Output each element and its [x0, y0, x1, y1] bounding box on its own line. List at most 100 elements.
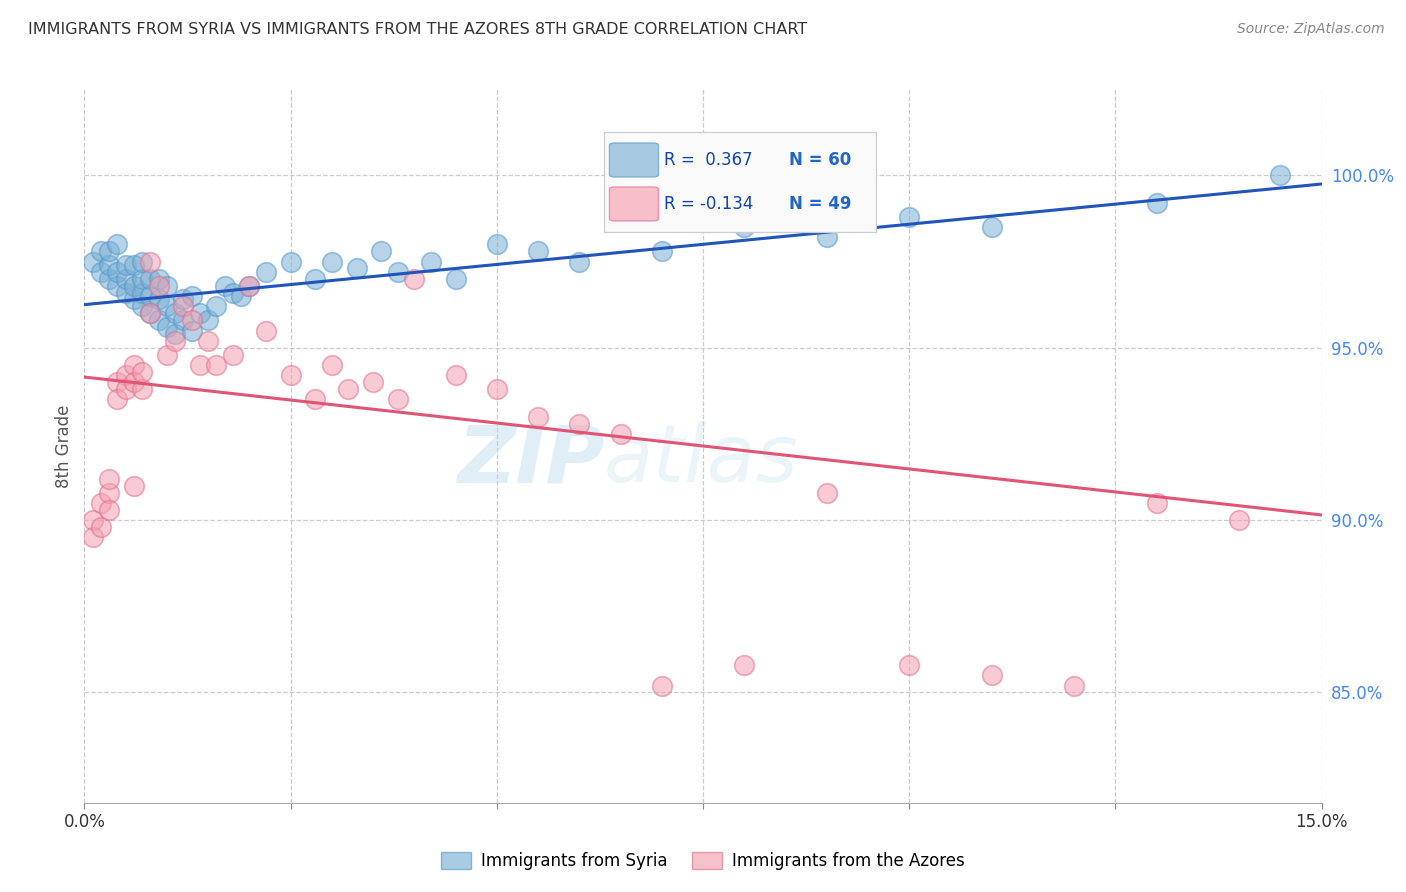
Point [188, 306, 211, 320]
Point [254, 265, 277, 279]
Point [131, 272, 153, 286]
Text: ZIP: ZIP [457, 421, 605, 500]
Text: Source: ZipAtlas.com: Source: ZipAtlas.com [1237, 22, 1385, 37]
Point [321, 254, 343, 268]
Point [82, 254, 104, 268]
Text: IMMIGRANTS FROM SYRIA VS IMMIGRANTS FROM THE AZORES 8TH GRADE CORRELATION CHART: IMMIGRANTS FROM SYRIA VS IMMIGRANTS FROM… [28, 22, 807, 37]
Point [254, 324, 277, 338]
Point [180, 313, 202, 327]
Point [304, 392, 326, 407]
Point [321, 358, 343, 372]
Point [105, 376, 128, 390]
Point [105, 265, 128, 279]
Point [139, 306, 162, 320]
Point [815, 485, 838, 500]
Point [90, 520, 112, 534]
Point [733, 220, 755, 235]
Text: R =  0.367: R = 0.367 [664, 151, 752, 169]
Point [98, 258, 121, 272]
Text: N = 49: N = 49 [789, 195, 852, 213]
Point [172, 313, 194, 327]
Point [387, 265, 409, 279]
Point [82, 530, 104, 544]
Point [180, 324, 202, 338]
Point [346, 261, 368, 276]
Point [1270, 169, 1292, 183]
Point [139, 254, 162, 268]
Point [122, 258, 145, 272]
Point [733, 657, 755, 672]
Point [165, 334, 187, 348]
Point [139, 306, 162, 320]
Point [527, 244, 550, 259]
Point [180, 289, 202, 303]
Text: R = -0.134: R = -0.134 [664, 195, 754, 213]
Point [98, 472, 121, 486]
Point [122, 278, 145, 293]
Point [1227, 513, 1250, 527]
Point [387, 392, 409, 407]
Point [114, 368, 136, 383]
Point [156, 320, 179, 334]
Point [114, 382, 136, 396]
Point [122, 478, 145, 492]
Point [98, 272, 121, 286]
Point [122, 376, 145, 390]
Point [90, 496, 112, 510]
Point [114, 285, 136, 300]
Point [197, 313, 219, 327]
Point [114, 272, 136, 286]
Point [361, 376, 384, 390]
Point [82, 513, 104, 527]
Point [205, 299, 228, 313]
Point [172, 299, 194, 313]
Point [105, 237, 128, 252]
Point [238, 278, 260, 293]
Point [370, 244, 392, 259]
Point [148, 293, 170, 307]
Point [98, 244, 121, 259]
Point [98, 485, 121, 500]
Point [1146, 196, 1168, 211]
Point [651, 244, 673, 259]
Point [205, 358, 228, 372]
Point [114, 258, 136, 272]
Point [98, 502, 121, 516]
Point [172, 293, 194, 307]
Point [148, 313, 170, 327]
Point [197, 334, 219, 348]
Point [222, 285, 245, 300]
Point [898, 210, 921, 224]
Point [131, 382, 153, 396]
Point [122, 358, 145, 372]
Point [148, 272, 170, 286]
Point [609, 426, 631, 441]
Point [131, 254, 153, 268]
Point [898, 657, 921, 672]
Point [131, 299, 153, 313]
Point [165, 306, 187, 320]
Point [1063, 679, 1085, 693]
Y-axis label: 8th Grade: 8th Grade [55, 404, 73, 488]
Text: atlas: atlas [605, 421, 799, 500]
Point [148, 278, 170, 293]
Point [105, 278, 128, 293]
Point [304, 272, 326, 286]
Point [485, 237, 508, 252]
Point [280, 254, 302, 268]
Point [229, 289, 252, 303]
Point [419, 254, 441, 268]
Point [980, 220, 1002, 235]
Point [280, 368, 302, 383]
Point [651, 679, 673, 693]
Point [139, 272, 162, 286]
Point [527, 409, 550, 424]
Point [1146, 496, 1168, 510]
Point [165, 326, 187, 341]
Point [90, 244, 112, 259]
Point [139, 289, 162, 303]
Point [815, 230, 838, 244]
Point [485, 382, 508, 396]
Point [105, 392, 128, 407]
FancyBboxPatch shape [609, 187, 658, 221]
